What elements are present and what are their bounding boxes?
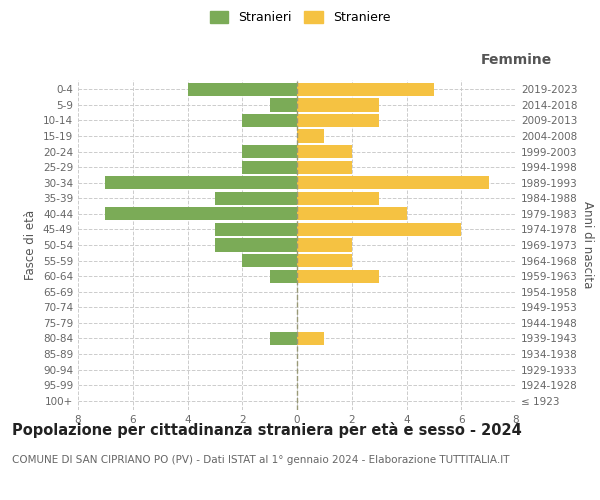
Bar	[106, 208, 297, 220]
Bar	[187, 82, 297, 96]
Y-axis label: Anni di nascita: Anni di nascita	[581, 202, 594, 288]
Bar	[297, 130, 325, 142]
Bar	[297, 176, 488, 190]
Legend: Stranieri, Straniere: Stranieri, Straniere	[209, 11, 391, 24]
Bar	[297, 254, 352, 267]
Bar	[297, 192, 379, 205]
Bar	[297, 238, 352, 252]
Bar	[215, 223, 297, 236]
Bar	[297, 98, 379, 112]
Bar	[242, 254, 297, 267]
Bar	[215, 238, 297, 252]
Text: Femmine: Femmine	[481, 53, 551, 67]
Text: COMUNE DI SAN CIPRIANO PO (PV) - Dati ISTAT al 1° gennaio 2024 - Elaborazione TU: COMUNE DI SAN CIPRIANO PO (PV) - Dati IS…	[12, 455, 509, 465]
Bar	[297, 145, 352, 158]
Bar	[297, 223, 461, 236]
Bar	[215, 192, 297, 205]
Bar	[297, 114, 379, 127]
Y-axis label: Fasce di età: Fasce di età	[25, 210, 37, 280]
Bar	[297, 82, 434, 96]
Bar	[242, 160, 297, 174]
Bar	[242, 145, 297, 158]
Bar	[297, 332, 325, 345]
Bar	[269, 332, 297, 345]
Bar	[269, 98, 297, 112]
Bar	[269, 270, 297, 282]
Bar	[242, 114, 297, 127]
Bar	[297, 208, 407, 220]
Bar	[297, 270, 379, 282]
Bar	[297, 160, 352, 174]
Bar	[106, 176, 297, 190]
Text: Popolazione per cittadinanza straniera per età e sesso - 2024: Popolazione per cittadinanza straniera p…	[12, 422, 522, 438]
